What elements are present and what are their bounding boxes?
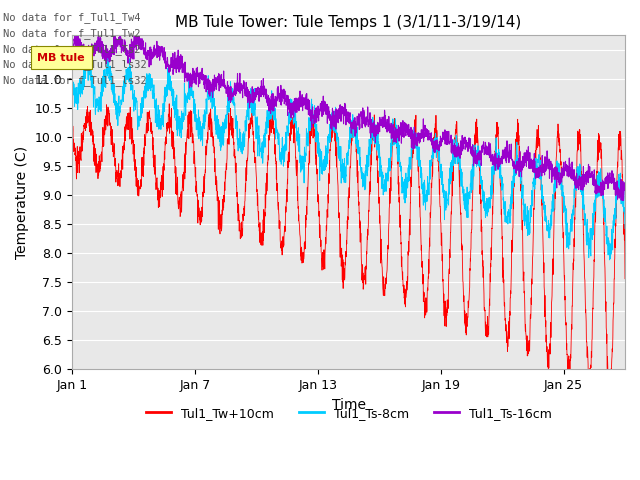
Title: MB Tule Tower: Tule Temps 1 (3/1/11-3/19/14): MB Tule Tower: Tule Temps 1 (3/1/11-3/19… (175, 15, 522, 30)
Legend: Tul1_Tw+10cm, Tul1_Ts-8cm, Tul1_Ts-16cm: Tul1_Tw+10cm, Tul1_Ts-8cm, Tul1_Ts-16cm (141, 402, 557, 425)
Text: MB tule: MB tule (37, 53, 84, 62)
Text: No data for f_Tul1_ls32: No data for f_Tul1_ls32 (3, 75, 147, 86)
Text: No data for f_Tul1_ls32: No data for f_Tul1_ls32 (3, 60, 147, 71)
Text: No data for f_Tul1_Ts2: No data for f_Tul1_Ts2 (3, 44, 141, 55)
Text: No data for f_Tul1_Tw4: No data for f_Tul1_Tw4 (3, 12, 141, 23)
X-axis label: Time: Time (332, 397, 365, 411)
Text: No data for f_Tul1_Tw2: No data for f_Tul1_Tw2 (3, 28, 141, 39)
Y-axis label: Temperature (C): Temperature (C) (15, 146, 29, 259)
